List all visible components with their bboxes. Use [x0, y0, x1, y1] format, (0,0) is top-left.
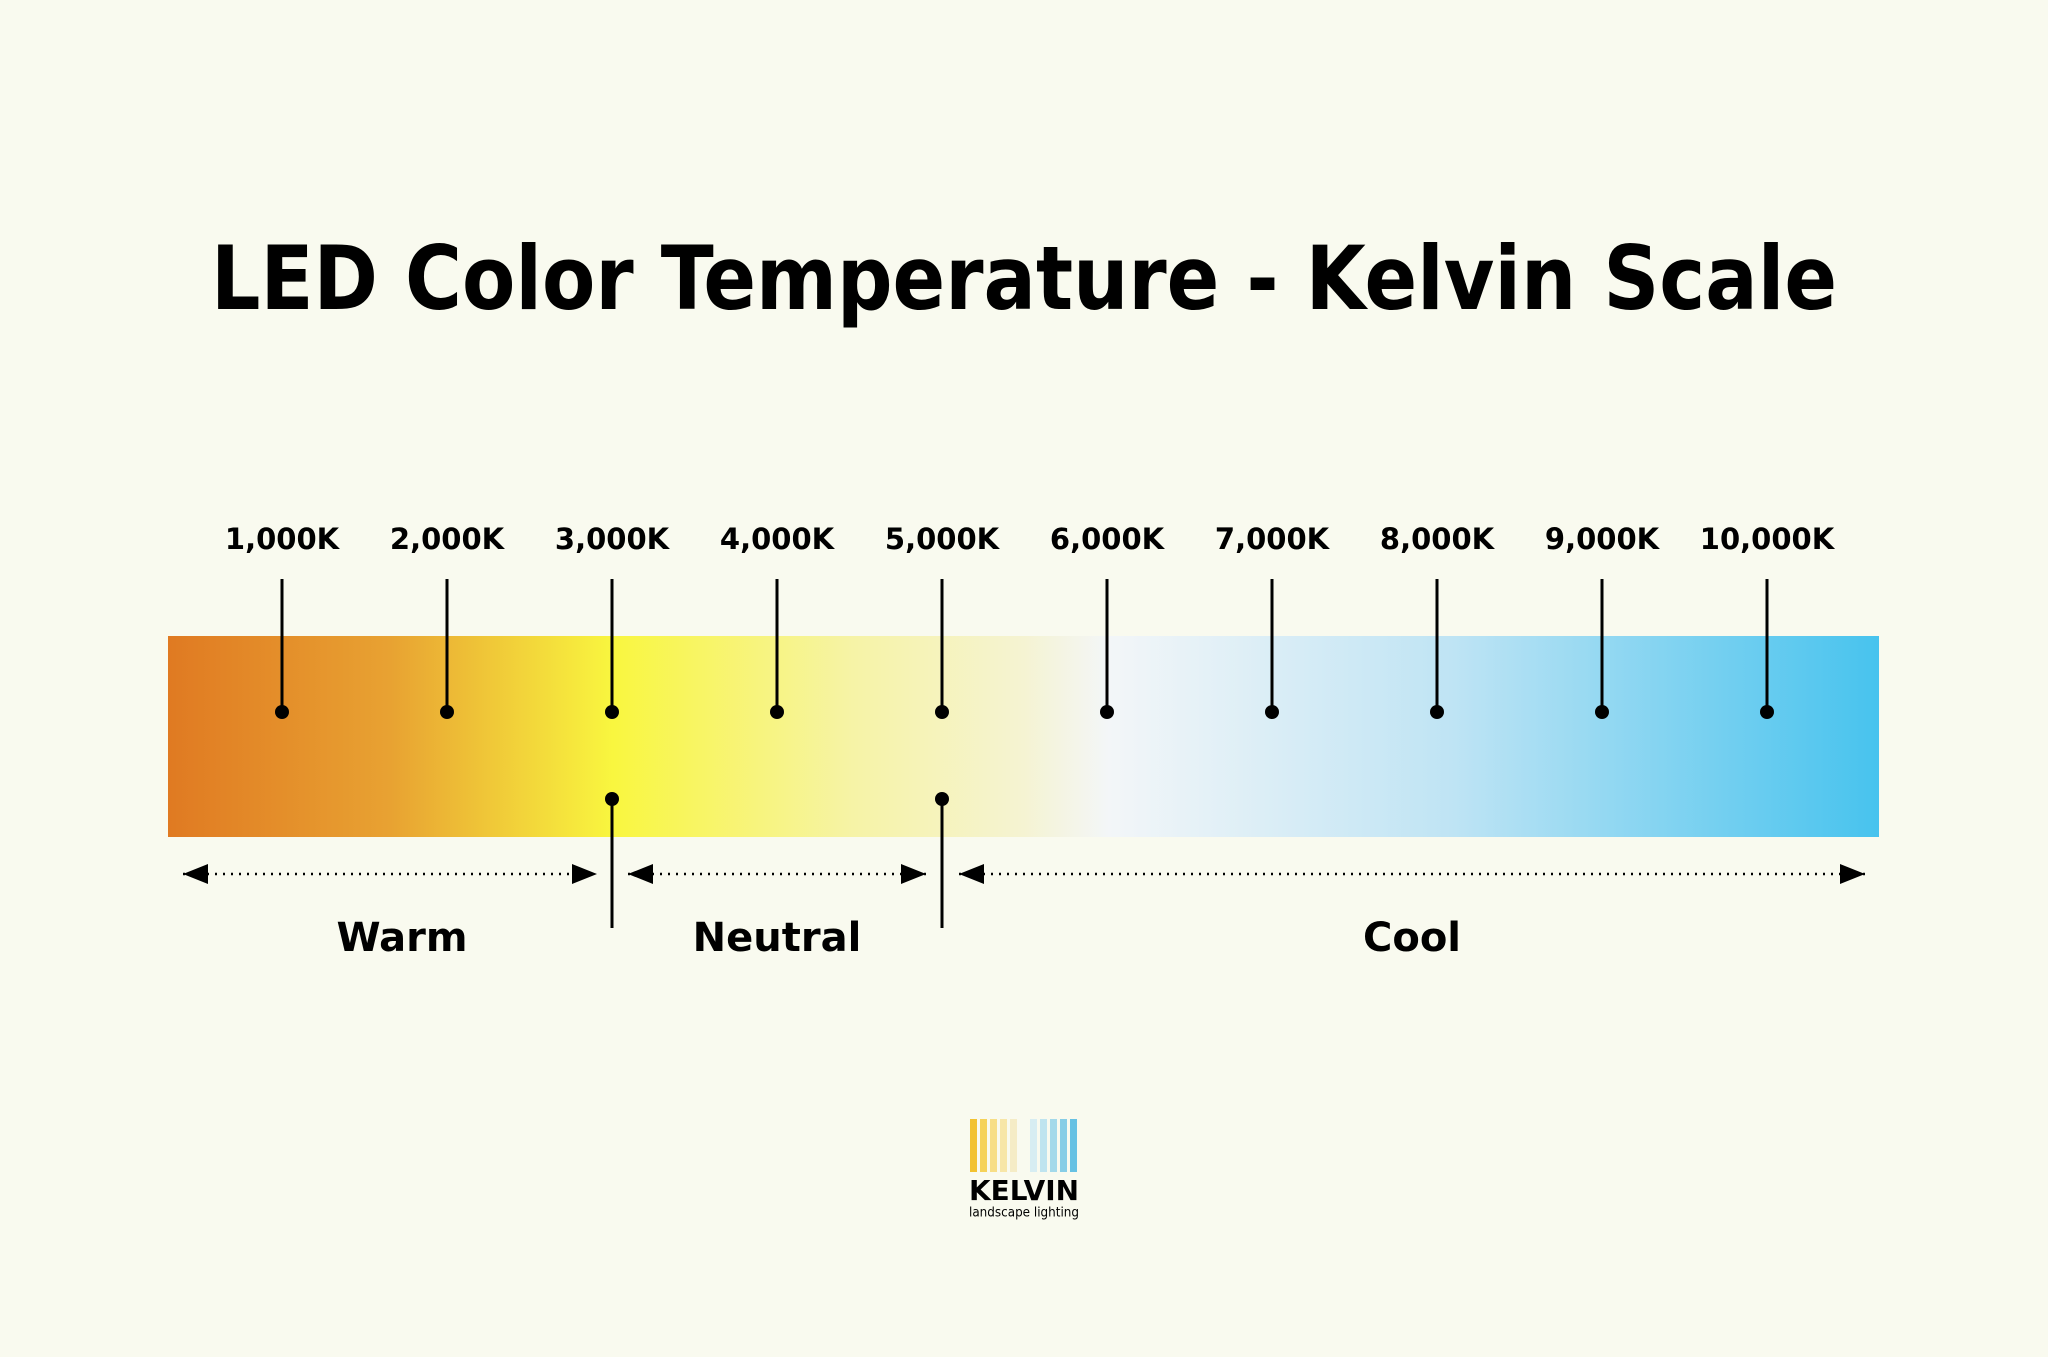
tick-label: 9,000K [1545, 522, 1661, 556]
logo-tagline: landscape lighting [969, 1206, 1079, 1221]
tick-dot [275, 705, 289, 719]
tick-label: 5,000K [885, 522, 1001, 556]
tick-label: 8,000K [1380, 522, 1496, 556]
divider-dot [605, 792, 619, 806]
tick-label: 3,000K [555, 522, 671, 556]
logo-stripes [970, 1119, 1077, 1172]
ticks: 1,000K 2,000K 3,000K 4,000K 5,000K 6,000K 7,00… [225, 522, 1836, 928]
range-label: Warm [336, 915, 467, 961]
tick-label: 6,000K [1050, 522, 1166, 556]
tick-label: 2,000K [390, 522, 506, 556]
tick-label: 7,000K [1215, 522, 1331, 556]
tick-label: 10,000K [1700, 522, 1836, 556]
ranges: Warm Neutral Cool [183, 864, 1865, 961]
tick-dot [1265, 705, 1279, 719]
tick-label: 1,000K [225, 522, 341, 556]
gradient-bar [168, 636, 1879, 837]
range-label: Cool [1363, 915, 1461, 961]
tick-dot [1595, 705, 1609, 719]
tick-dot [1760, 705, 1774, 719]
tick-dot [935, 705, 949, 719]
range-label: Neutral [693, 915, 862, 961]
divider-dot [935, 792, 949, 806]
tick-dot [440, 705, 454, 719]
tick-dot [1100, 705, 1114, 719]
tick-dot [605, 705, 619, 719]
logo: KELVIN landscape lighting [969, 1119, 1079, 1221]
tick-dot [1430, 705, 1444, 719]
logo-name: KELVIN [969, 1174, 1079, 1207]
title: LED Color Temperature - Kelvin Scale [211, 227, 1837, 330]
tick-dot [770, 705, 784, 719]
tick-label: 4,000K [720, 522, 836, 556]
